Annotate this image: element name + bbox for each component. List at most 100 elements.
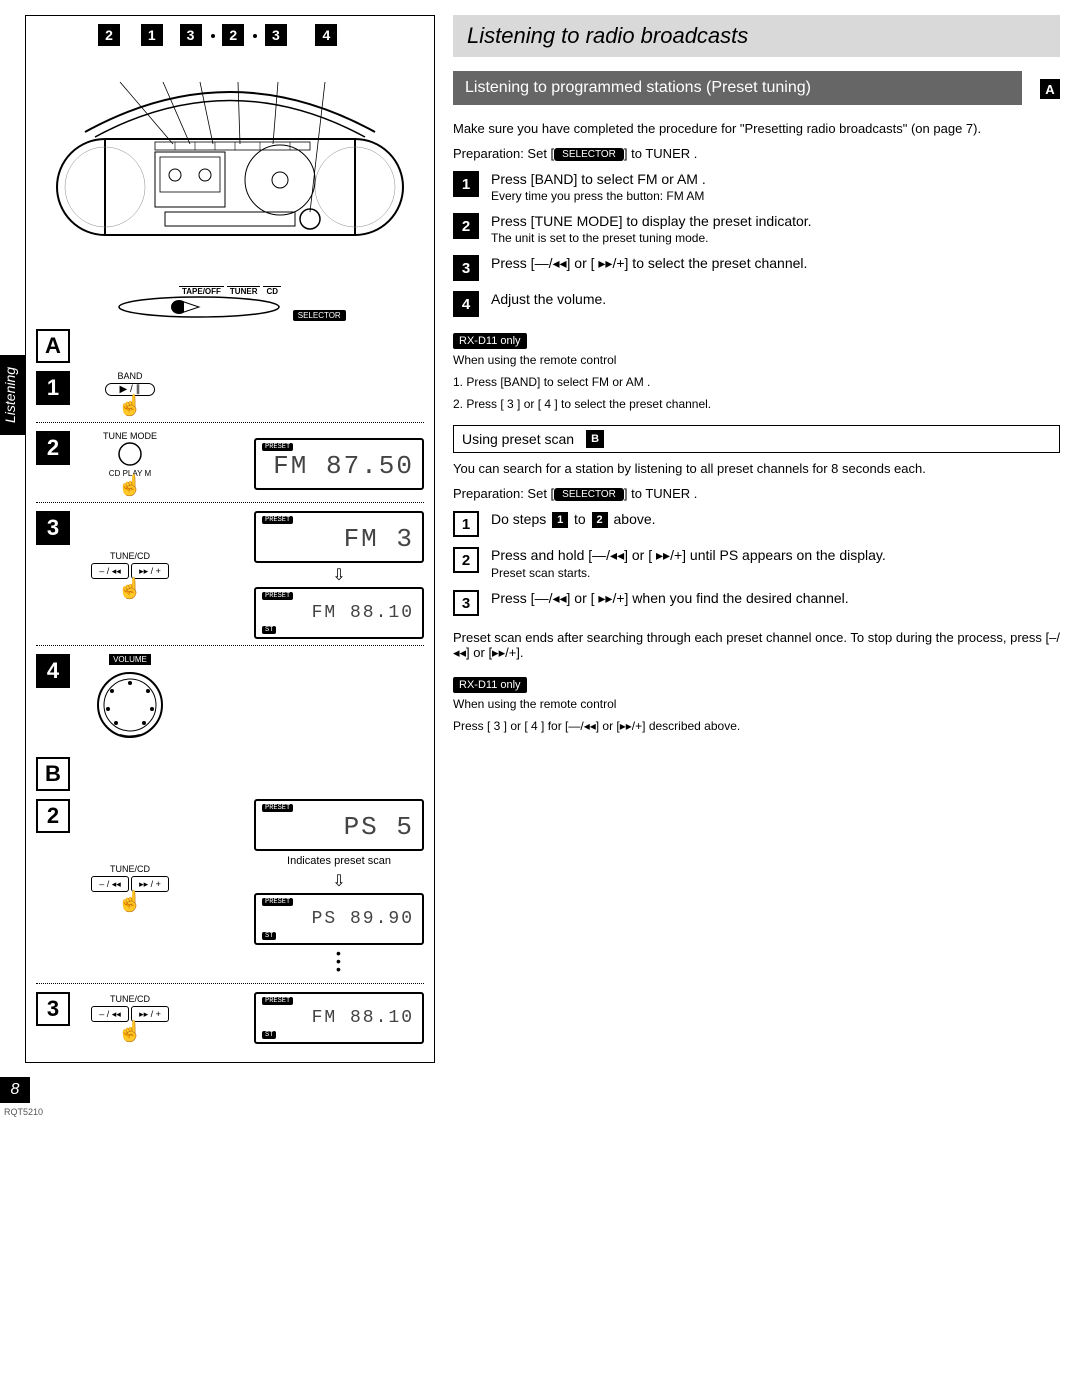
scan-step-text: Do steps	[491, 511, 550, 527]
b-step-2: 2 TUNE/CD – / ◂◂ ▸▸ / + ☝ PRESET PS 5	[36, 799, 424, 977]
preset-indicator: PRESET	[262, 443, 293, 451]
section-header: Listening to programmed stations (Preset…	[453, 71, 1022, 105]
step-badge: 3	[36, 511, 70, 545]
label-cd: CD	[263, 286, 281, 296]
prep-prefix: Preparation: Set [	[453, 146, 554, 161]
a-step-1: 1 BAND ▶ / ∥ ☝	[36, 371, 424, 416]
prep-prefix: Preparation: Set [	[453, 486, 554, 501]
scan-step-1: 1 Do steps 1 to 2 above.	[453, 511, 1060, 537]
step-text: Press [BAND] to select FM or AM .	[491, 171, 706, 187]
sub-section-preset-scan: Using preset scan B	[453, 425, 1060, 453]
step-text: Press [—/◂◂] or [ ▸▸/+] when you find th…	[491, 590, 849, 616]
vertical-dots-icon: •••	[254, 949, 424, 973]
st-indicator: ST	[262, 932, 276, 940]
step-badge: 4	[453, 291, 479, 317]
step-sub: The unit is set to the preset tuning mod…	[491, 231, 812, 245]
down-arrow-icon: ⇩	[254, 871, 424, 891]
step-text: Press and hold [—/◂◂] or [ ▸▸/+] until P…	[491, 547, 886, 564]
step-badge: 3	[36, 992, 70, 1026]
scan-end-note: Preset scan ends after searching through…	[453, 630, 1060, 661]
lcd-display: PRESET ST PS 89.90	[254, 893, 424, 945]
step-badge: 3	[453, 590, 479, 616]
boombox-illustration	[36, 62, 424, 282]
scan-step-3: 3 Press [—/◂◂] or [ ▸▸/+] when you find …	[453, 590, 1060, 616]
st-indicator: ST	[262, 626, 276, 634]
intro-note: Make sure you have completed the procedu…	[453, 121, 1060, 136]
section-side-badge-a: A	[1040, 79, 1060, 99]
section-a-badge: A	[36, 329, 70, 363]
tunecd-label: TUNE/CD	[80, 864, 180, 874]
skip-fwd-button: ▸▸ / +	[131, 876, 169, 892]
selector-pill: SELECTOR	[554, 148, 624, 161]
lcd-display: PRESET ST FM 88.10	[254, 992, 424, 1044]
lcd-display: PRESET PS 5	[254, 799, 424, 851]
selector-label: SELECTOR	[293, 310, 346, 321]
callout-badge: 2	[222, 24, 244, 46]
callout-badge: 3	[265, 24, 287, 46]
sub-section-text: Using preset scan	[462, 431, 574, 447]
preset-indicator: PRESET	[262, 898, 293, 906]
band-label: BAND	[80, 371, 180, 381]
right-step-3: 3 Press [—/◂◂] or [ ▸▸/+] to select the …	[453, 255, 1060, 281]
section-header-text: Listening to programmed stations (Preset…	[465, 79, 811, 97]
step-badge: 2	[453, 213, 479, 239]
inline-badge-2: 2	[592, 512, 608, 528]
step-badge: 1	[453, 511, 479, 537]
preset-indicator: PRESET	[262, 804, 293, 812]
hand-icon: ☝	[80, 1022, 180, 1042]
hand-icon: ☝	[80, 396, 180, 416]
lcd-display: PRESET ST FM 88.10	[254, 587, 424, 639]
step-sub: Preset scan starts.	[491, 566, 886, 580]
scan-intro: You can search for a station by listenin…	[453, 461, 1060, 476]
lcd-display: PRESET FM 87.50	[254, 438, 424, 490]
right-step-4: 4 Adjust the volume.	[453, 291, 1060, 317]
callout-row: 2 1 3 2 3 4	[36, 24, 424, 54]
knob-labels: TAPE/OFF TUNER CD	[36, 286, 424, 296]
preset-indicator: PRESET	[262, 592, 293, 600]
step-badge: 2	[36, 799, 70, 833]
section-b-badge: B	[36, 757, 70, 791]
remote2-line: Press [ 3 ] or [ 4 ] for [—/◂◂] or [▸▸/+…	[453, 719, 1060, 733]
lcd-display: PRESET FM 3	[254, 511, 424, 563]
step-badge: 4	[36, 654, 70, 688]
scan-step-2: 2 Press and hold [—/◂◂] or [ ▸▸/+] until…	[453, 547, 1060, 580]
hand-icon: ☝	[80, 892, 180, 912]
skip-back-button: – / ◂◂	[91, 876, 129, 892]
volume-knob-icon	[90, 665, 170, 745]
step-badge: 1	[453, 171, 479, 197]
preparation-line: Preparation: Set [SELECTOR] to TUNER .	[453, 146, 1060, 161]
callout-dot	[253, 34, 257, 38]
doc-id: RQT5210	[4, 1107, 43, 1117]
diagram-box: 2 1 3 2 3 4	[25, 15, 435, 1063]
preset-indicator: PRESET	[262, 516, 293, 524]
step-text: Press [TUNE MODE] to display the preset …	[491, 213, 812, 229]
b-step-3: 3 TUNE/CD – / ◂◂ ▸▸ / + ☝ PRESET ST FM 8…	[36, 992, 424, 1044]
preset-indicator: PRESET	[262, 997, 293, 1005]
callout-dot	[211, 34, 215, 38]
callout-badge: 2	[98, 24, 120, 46]
remote-line-1: 1. Press [BAND] to select FM or AM .	[453, 375, 1060, 389]
skip-back-button: – / ◂◂	[91, 1006, 129, 1022]
tunemode-label: TUNE MODE	[80, 431, 180, 441]
selector-pill: SELECTOR	[554, 488, 624, 501]
prep-suffix: ] to TUNER .	[624, 486, 697, 501]
a-step-4: 4 VOLUME	[36, 654, 424, 747]
skip-fwd-button: ▸▸ / +	[131, 563, 169, 579]
scan-step-text: above.	[610, 511, 656, 527]
skip-back-button: – / ◂◂	[91, 563, 129, 579]
step-text: Press [—/◂◂] or [ ▸▸/+] to select the pr…	[491, 255, 807, 281]
callout-badge: 4	[315, 24, 337, 46]
step-sub: Every time you press the button: FM AM	[491, 189, 706, 203]
scan-mid: to	[570, 511, 589, 527]
right-step-2: 2 Press [TUNE MODE] to display the prese…	[453, 213, 1060, 245]
device-only-tag: RX-D11 only	[453, 333, 527, 349]
callout-badge: 3	[180, 24, 202, 46]
page-number: 8	[0, 1077, 30, 1103]
callout-badge: 1	[141, 24, 163, 46]
volume-label: VOLUME	[109, 654, 151, 665]
tunecd-label: TUNE/CD	[80, 994, 180, 1004]
label-tuner: TUNER	[227, 286, 261, 296]
down-arrow-icon: ⇩	[254, 565, 424, 585]
step-text: Adjust the volume.	[491, 291, 606, 317]
step-badge: 2	[453, 547, 479, 573]
